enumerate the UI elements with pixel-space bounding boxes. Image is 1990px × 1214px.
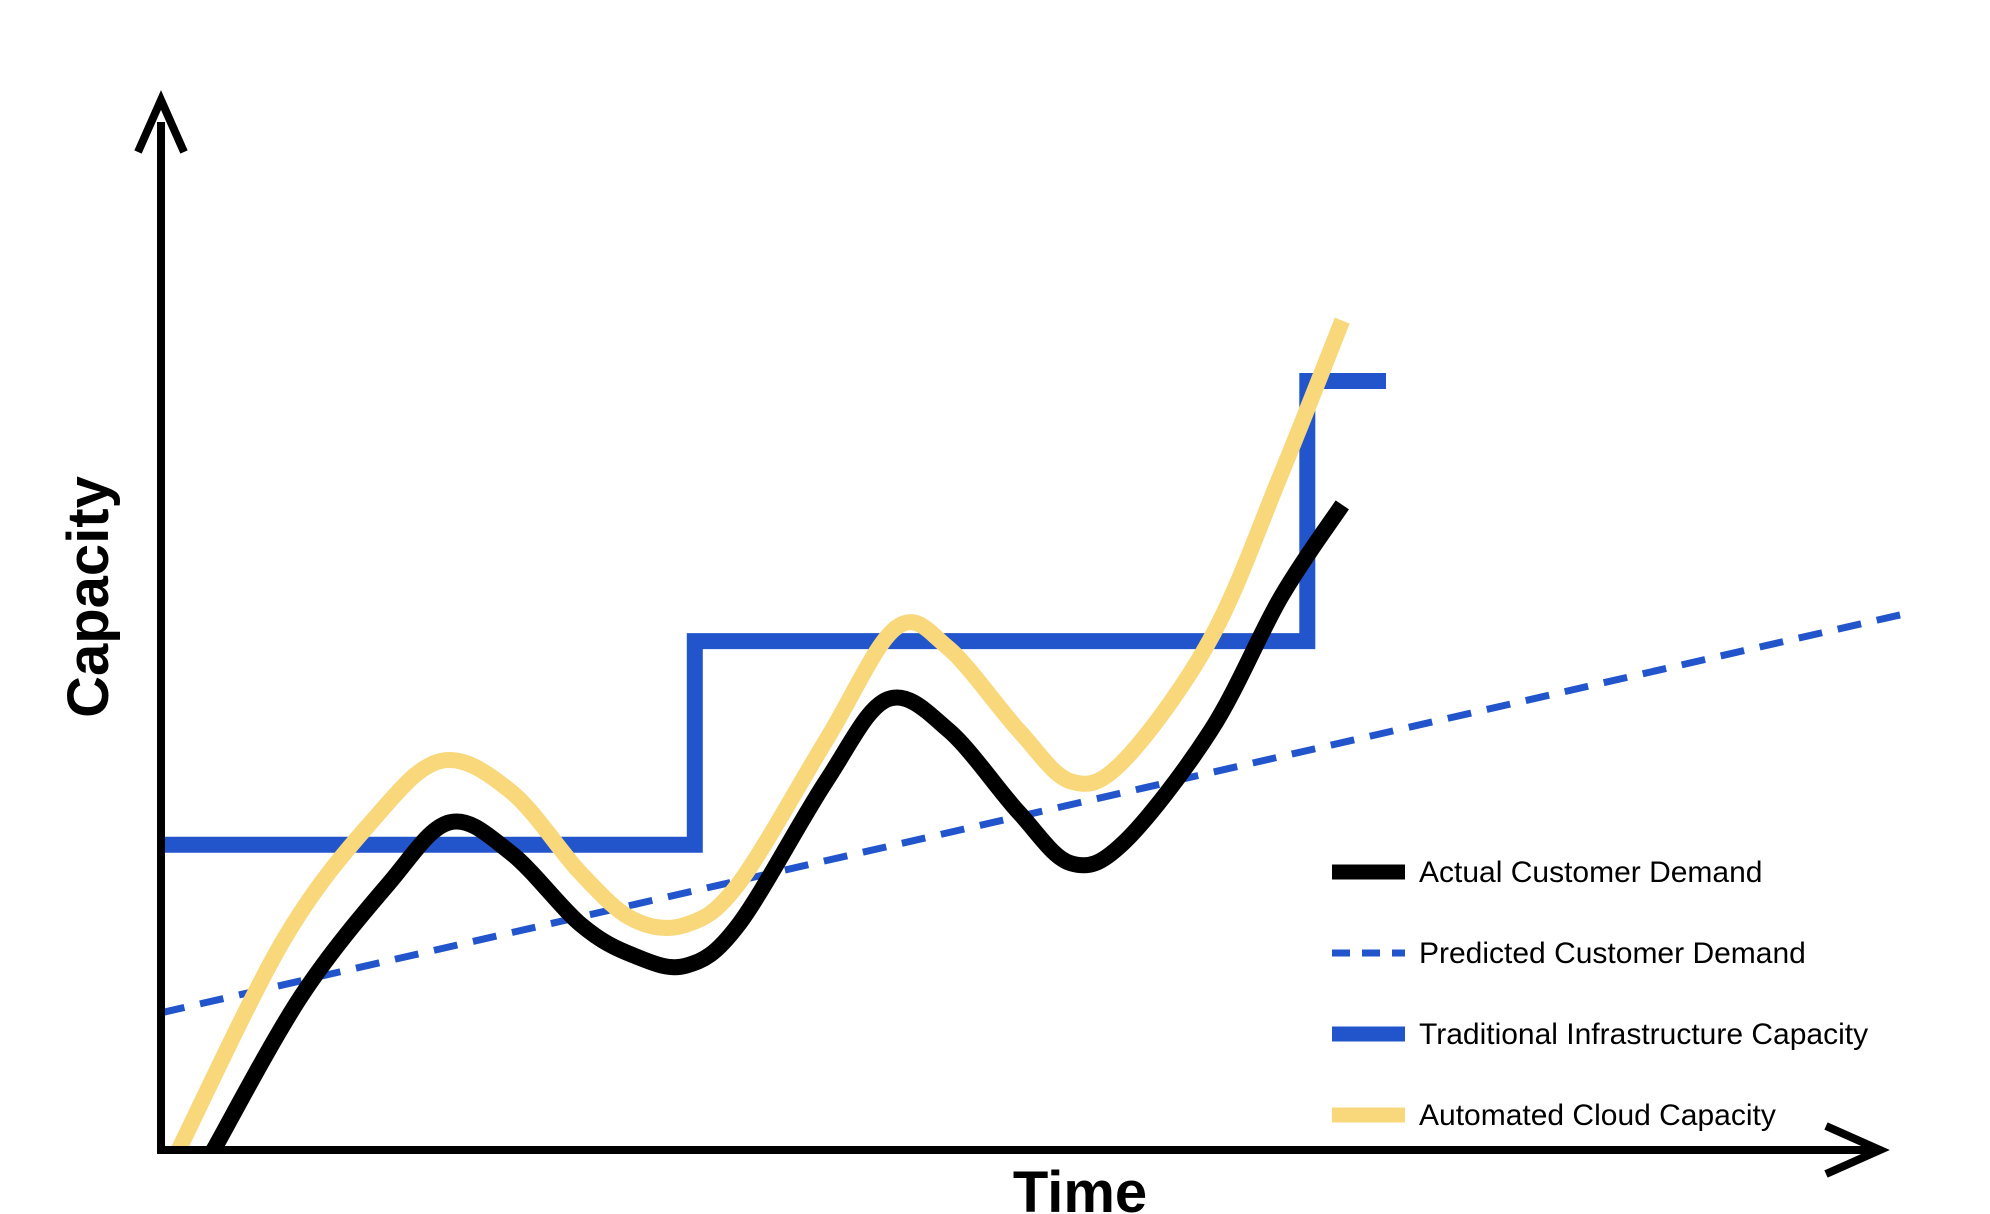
series-line-predicted-customer-demand xyxy=(160,608,1912,1017)
x-axis-arrowhead xyxy=(1824,1122,1890,1178)
legend-label-automated-cloud-capacity: Automated Cloud Capacity xyxy=(1419,1099,1776,1132)
y-axis-title: Capacity xyxy=(56,476,121,718)
legend-label-traditional-infrastructure-capacity: Traditional Infrastructure Capacity xyxy=(1419,1018,1868,1051)
series-layer xyxy=(160,317,1912,1154)
series-line-automated-cloud-capacity xyxy=(171,317,1350,1154)
legend-label-actual-customer-demand: Actual Customer Demand xyxy=(1419,856,1762,889)
series-line-traditional-infrastructure-capacity xyxy=(161,373,1386,853)
legend: Actual Customer Demand Predicted Customer… xyxy=(1332,856,1868,1132)
legend-label-predicted-customer-demand: Predicted Customer Demand xyxy=(1419,937,1806,970)
x-axis-title: Time xyxy=(1013,1160,1147,1214)
y-axis-arrowhead xyxy=(134,90,188,154)
series-line-actual-customer-demand xyxy=(206,500,1349,1154)
